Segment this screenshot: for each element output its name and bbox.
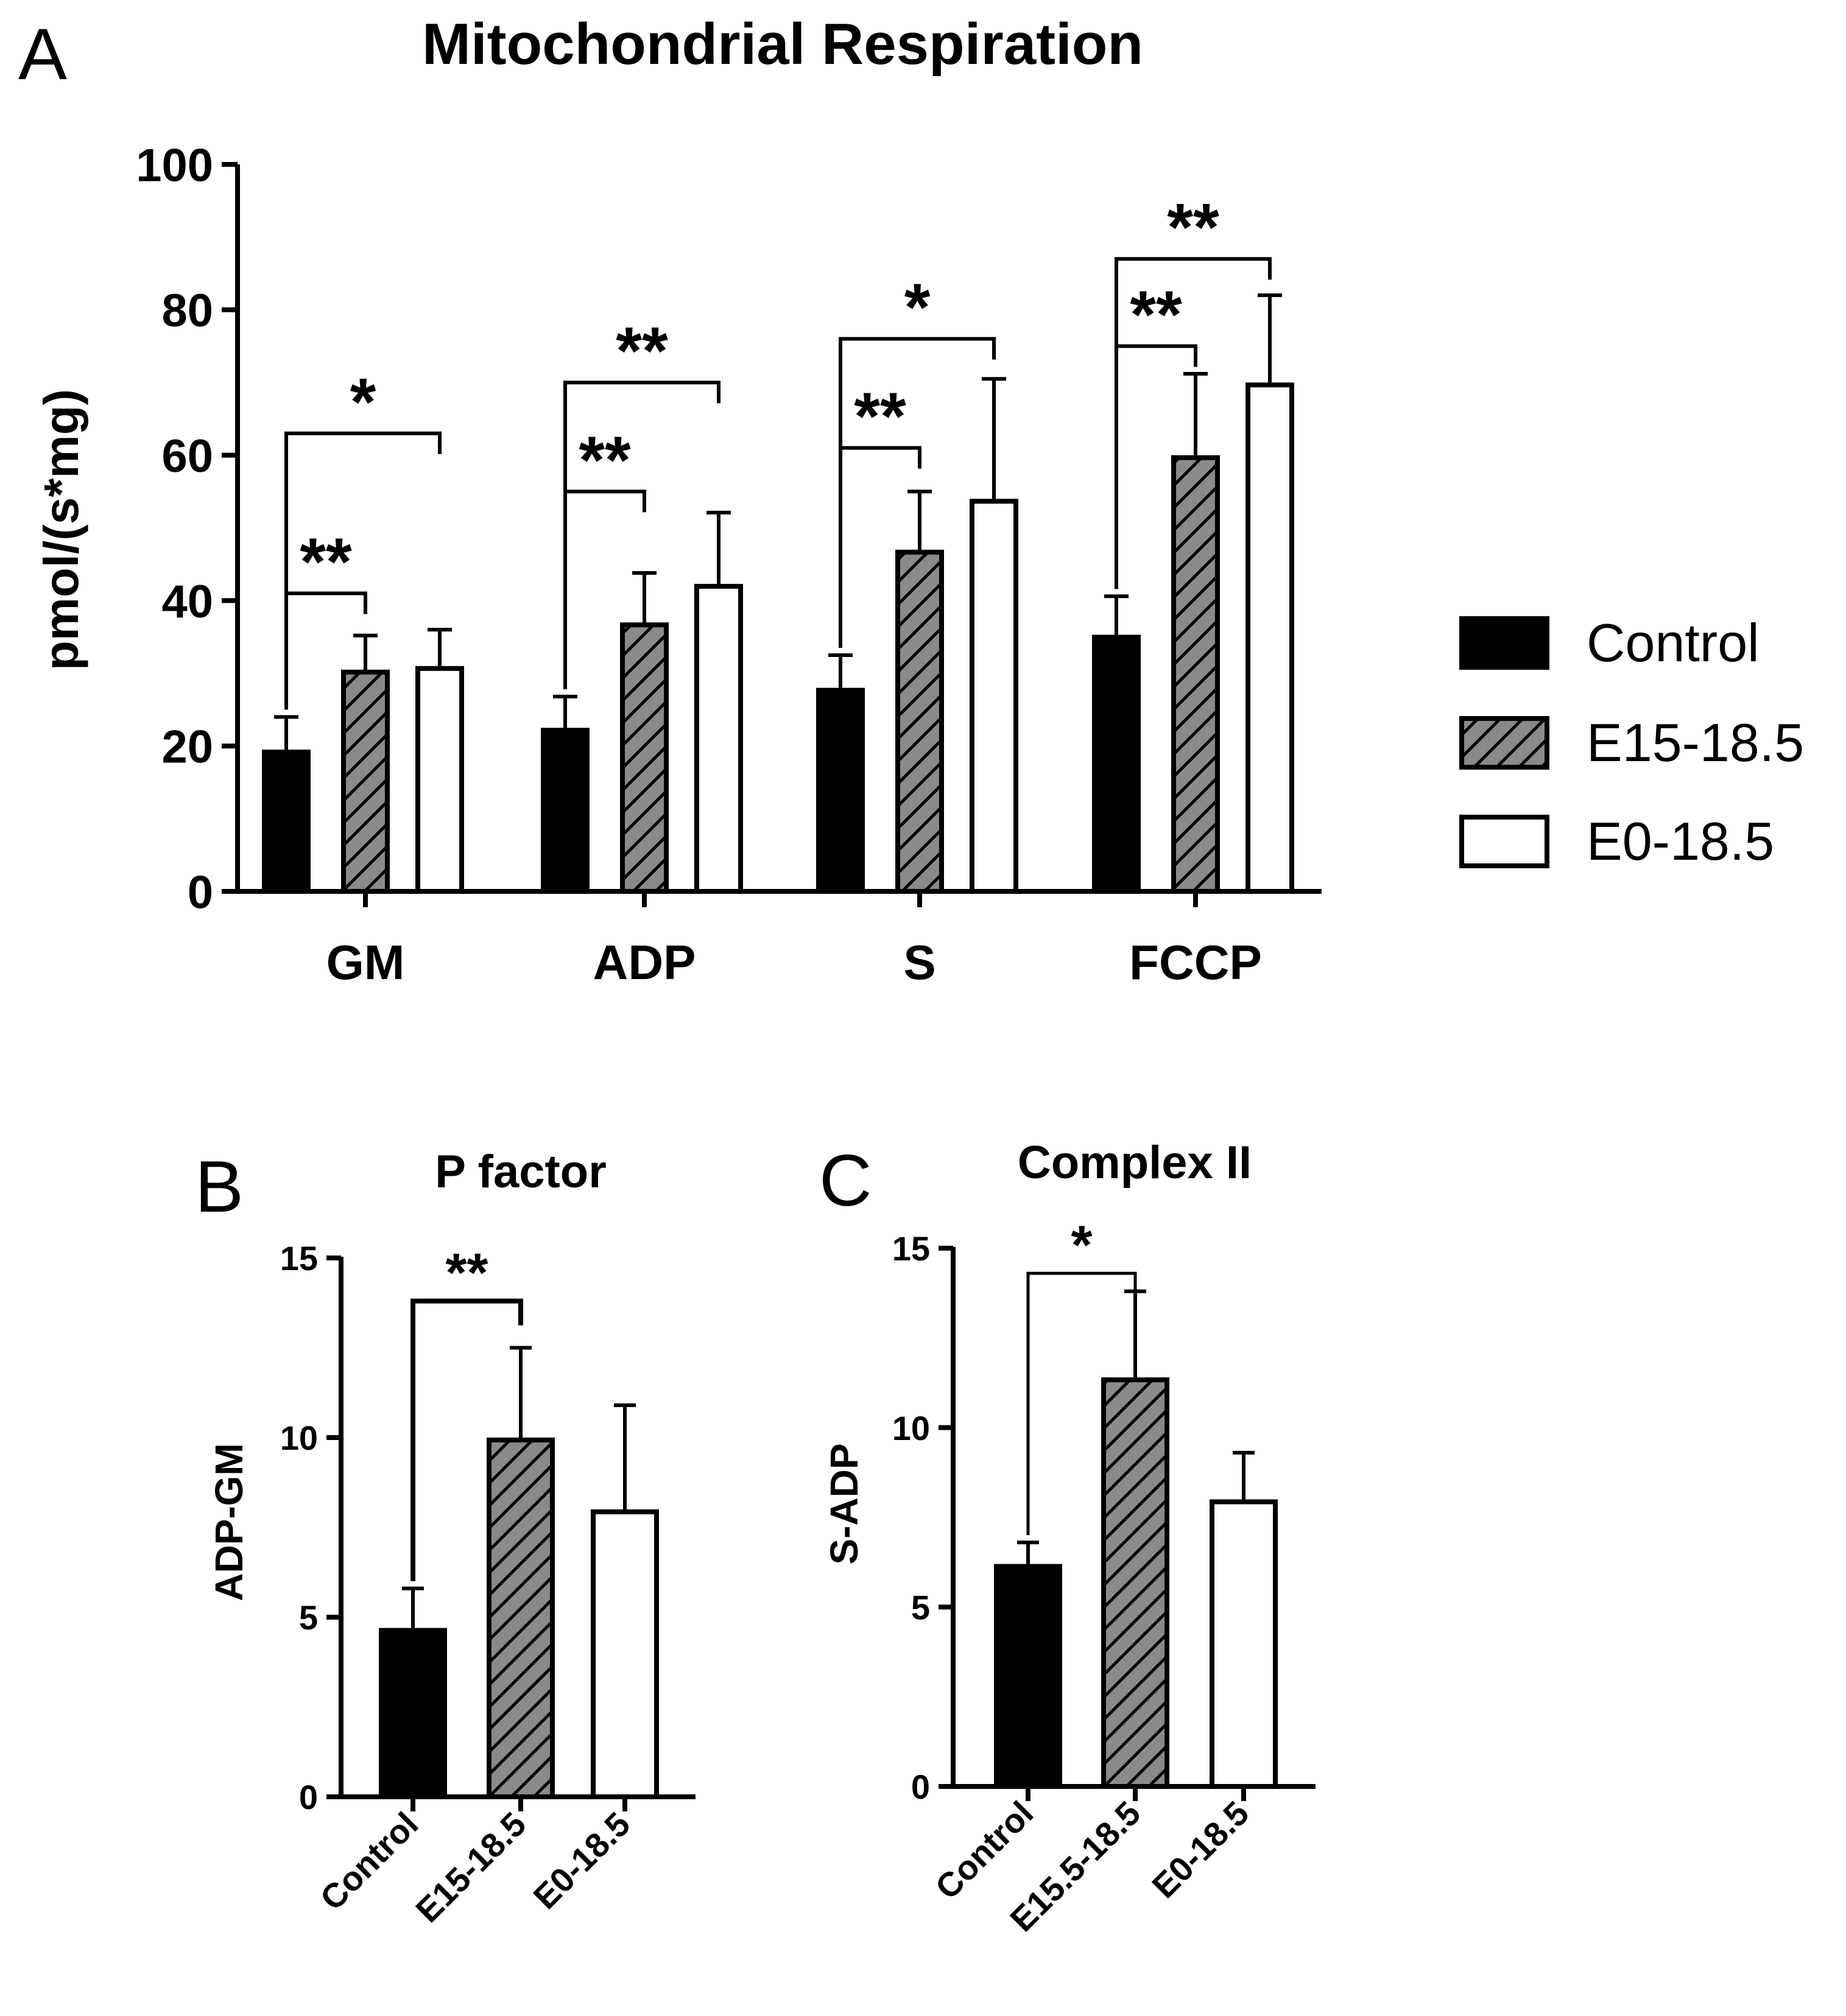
panel-b-chart: P factor ADP-GM 0 5 10 15 ControlE15-18.5E0-… bbox=[207, 1146, 696, 1930]
panel-c-ylabel: S-ADP bbox=[822, 1443, 866, 1564]
panel-a-ytick-label-100: 100 bbox=[136, 139, 213, 191]
legend-label-control: Control bbox=[1587, 613, 1760, 673]
panel-a-bar-s-e15-18-5 bbox=[895, 549, 944, 894]
panel-b-sig-bracket-0 bbox=[410, 1298, 523, 1581]
panel-a-bar-adp-control bbox=[541, 728, 590, 894]
panel-a-sig-bracket-s-5-label: * bbox=[904, 270, 931, 345]
panel-b-ytick-label-5: 5 bbox=[299, 1598, 318, 1637]
panel-label-b: B bbox=[195, 1146, 244, 1228]
legend-item-e0: E0-18.5 bbox=[1459, 811, 1774, 871]
panel-a-sig-bracket-fccp-6-label: ** bbox=[1130, 278, 1182, 353]
panel-c-sig-bracket-0-label: * bbox=[1071, 1215, 1092, 1276]
panel-a-sig-bracket-s-5 bbox=[839, 337, 996, 648]
panel-a-bar-gm-control bbox=[262, 750, 311, 894]
panel-b-bar-e15-18-5 bbox=[487, 1438, 555, 1799]
panel-b-sig-bracket-0-label: ** bbox=[445, 1243, 488, 1304]
panel-a-ytick-label-40: 40 bbox=[161, 576, 213, 628]
legend-item-control: Control bbox=[1459, 613, 1760, 673]
panel-b-category-label-e0-18-5: E0-18.5 bbox=[526, 1805, 637, 1916]
panel-b-title: P factor bbox=[435, 1146, 607, 1198]
panel-label-a: A bbox=[18, 13, 67, 95]
panel-a-sig-bracket-adp-3 bbox=[563, 381, 720, 690]
panel-a-sig-bracket-fccp-7-label: ** bbox=[1167, 190, 1219, 265]
panel-b-ytick-label-10: 10 bbox=[280, 1419, 318, 1457]
panel-a-ytick-label-20: 20 bbox=[161, 722, 213, 773]
panel-c-ytick-label-5: 5 bbox=[911, 1588, 930, 1626]
panel-a-ylabel: pmol/(s*mg) bbox=[34, 389, 88, 670]
panel-c-ytick-label-15: 15 bbox=[892, 1229, 930, 1268]
panel-label-c: C bbox=[819, 1140, 872, 1221]
panel-b-bar-control bbox=[379, 1628, 447, 1799]
panel-c-sig-bracket-0 bbox=[1026, 1271, 1137, 1536]
panel-b-category-label-control: Control bbox=[312, 1805, 425, 1917]
panel-c-bar-control bbox=[994, 1564, 1062, 1789]
panel-a-ytick-label-80: 80 bbox=[161, 285, 213, 337]
panel-c-ytick-label-10: 10 bbox=[892, 1409, 930, 1447]
panel-a-bar-adp-e15-18-5 bbox=[620, 622, 669, 894]
legend-label-e0: E0-18.5 bbox=[1587, 811, 1774, 871]
legend: Control E15-18.5 E0-18.5 bbox=[1459, 613, 1804, 871]
panel-c-bar-e15-5-18-5 bbox=[1101, 1377, 1169, 1789]
legend-label-e15: E15-18.5 bbox=[1587, 712, 1804, 773]
panel-a-title: Mitochondrial Respiration bbox=[422, 12, 1143, 77]
panel-a-category-label-adp: ADP bbox=[593, 935, 696, 989]
panel-c-bar-e0-18-5 bbox=[1210, 1499, 1278, 1789]
panel-a-ytick-label-0: 0 bbox=[188, 866, 213, 918]
panel-b-ytick-label-0: 0 bbox=[299, 1778, 318, 1816]
panel-a-bar-s-control bbox=[816, 687, 865, 894]
panel-a-sig-bracket-gm-1 bbox=[284, 431, 442, 710]
panel-a-category-label-fccp: FCCP bbox=[1129, 935, 1262, 989]
legend-item-e15: E15-18.5 bbox=[1459, 712, 1804, 773]
legend-swatch-e15 bbox=[1459, 716, 1549, 770]
legend-swatch-control bbox=[1459, 616, 1549, 670]
panel-a-category-label-gm: GM bbox=[326, 935, 405, 989]
panel-c-category-label-e0-18-5: E0-18.5 bbox=[1144, 1794, 1256, 1905]
panel-a-sig-bracket-adp-2-label: ** bbox=[579, 423, 631, 497]
panel-c-category-label-control: Control bbox=[928, 1794, 1040, 1906]
panel-a-sig-bracket-gm-1-label: * bbox=[350, 365, 376, 440]
panel-c-ytick-label-0: 0 bbox=[911, 1768, 930, 1806]
panel-a-sig-bracket-gm-0-label: ** bbox=[300, 524, 352, 599]
panel-a-ytick-label-60: 60 bbox=[161, 430, 213, 482]
panel-a-bar-fccp-e15-18-5 bbox=[1171, 455, 1220, 894]
panel-a-sig-bracket-adp-3-label: ** bbox=[616, 314, 668, 388]
legend-swatch-e0 bbox=[1459, 815, 1549, 868]
panel-b-ytick-label-15: 15 bbox=[280, 1239, 318, 1277]
panel-a-bar-s-e0-18-5 bbox=[970, 499, 1018, 894]
panel-b-ylabel: ADP-GM bbox=[207, 1443, 251, 1601]
panel-c-title: Complex II bbox=[1018, 1137, 1252, 1189]
panel-c-chart: Complex II S-ADP 051015ControlE15.5-18.5… bbox=[822, 1137, 1316, 1939]
panel-b-category-label-e15-18-5: E15-18.5 bbox=[408, 1805, 533, 1930]
panel-a-bar-adp-e0-18-5 bbox=[694, 583, 743, 894]
panel-a-bar-fccp-control bbox=[1092, 634, 1141, 894]
panel-a-bar-gm-e0-18-5 bbox=[415, 666, 464, 894]
panel-b-bar-e0-18-5 bbox=[591, 1509, 659, 1799]
panel-a-sig-bracket-fccp-7 bbox=[1115, 257, 1272, 589]
panel-a-bar-fccp-e0-18-5 bbox=[1245, 382, 1294, 894]
panel-a-sig-bracket-s-4-label: ** bbox=[854, 379, 906, 454]
panel-a-category-label-s: S bbox=[903, 935, 935, 989]
panel-a-chart: Mitochondrial Respiration pmol/(s*mg) 0 2… bbox=[34, 12, 1322, 989]
panel-a-bar-gm-e15-18-5 bbox=[341, 669, 390, 894]
